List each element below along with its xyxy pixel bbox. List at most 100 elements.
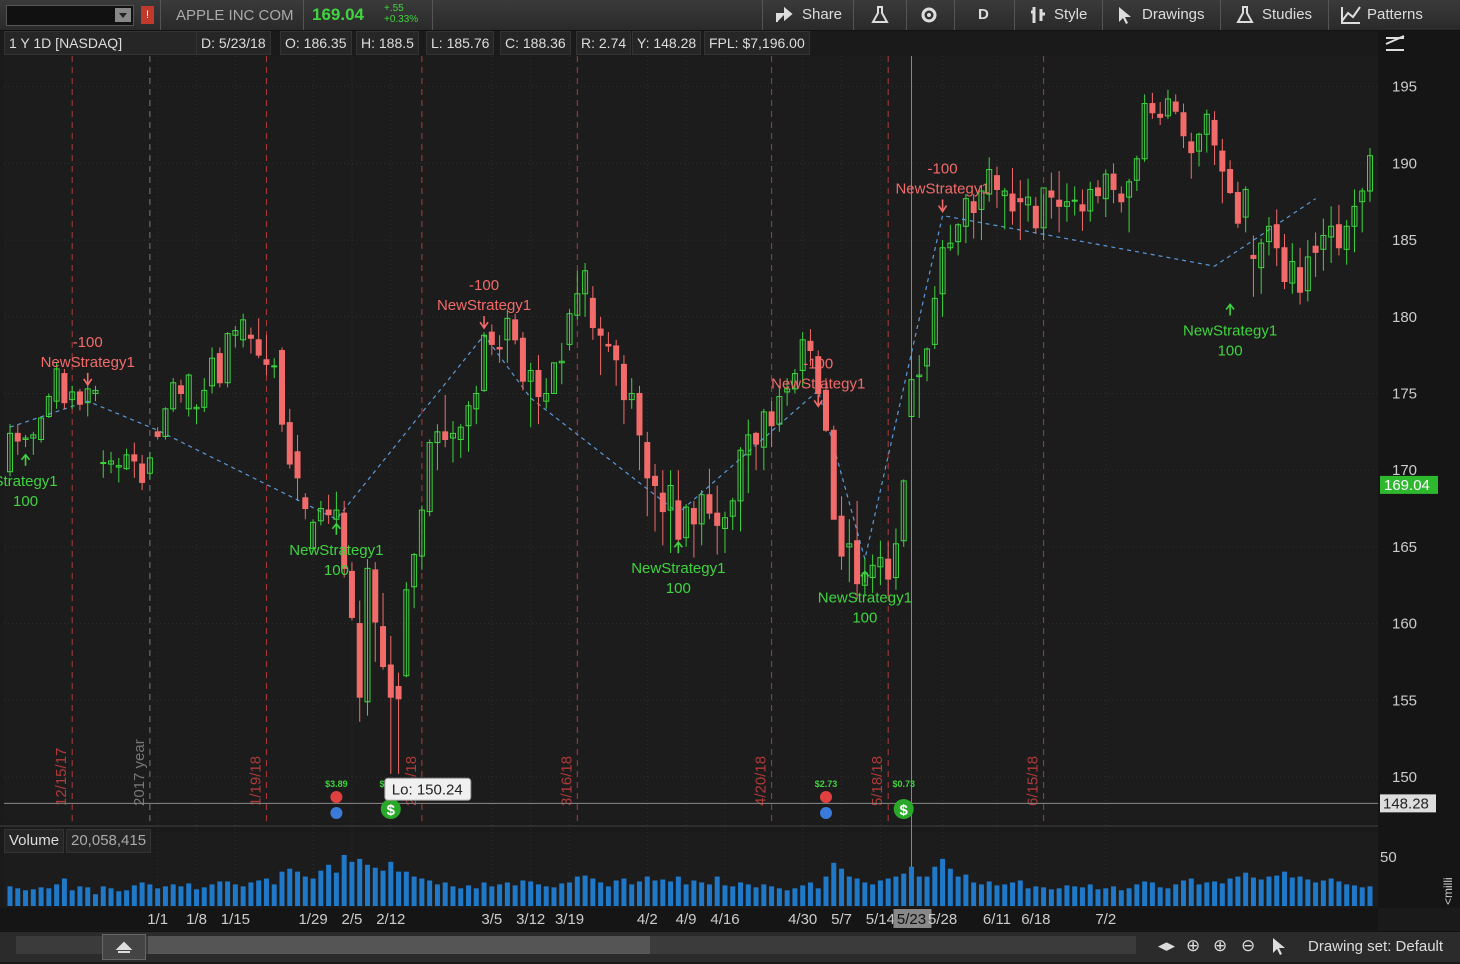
volume-bar [7,886,13,906]
volume-bar [955,876,961,906]
period-button[interactable]: D [978,6,989,23]
candle-body [348,570,355,618]
scroll-home-button[interactable] [102,934,146,960]
volume-bar [263,878,269,906]
time-tick-label: 6/11 [983,911,1011,928]
volume-bar [15,888,21,906]
studies-flask-icon[interactable] [1235,5,1255,25]
candle-body [154,431,161,437]
candle-body [535,369,542,398]
patterns-button[interactable]: Patterns [1367,6,1423,23]
cursor-icon[interactable] [1116,5,1134,25]
share-icon[interactable] [774,6,794,24]
volume-bar [574,876,580,906]
candle-body [14,432,21,442]
volume-bar [916,876,922,906]
time-tick-label: 2/5 [342,911,363,928]
volume-bar [753,887,759,906]
gear-icon[interactable] [918,4,940,26]
candle-body [1048,190,1055,198]
patterns-icon[interactable] [1340,5,1362,25]
dividend-amount-label: $3.89 [325,779,348,789]
sell-arrow-icon [479,316,489,330]
candle-body [519,337,526,382]
candle-body [721,517,728,529]
candle-body [683,506,690,539]
volume-bar [489,886,495,906]
candle-body [908,379,915,417]
price-tick-label: 185 [1392,232,1417,249]
volume-bar [559,883,565,906]
current-price-tag [1380,475,1438,494]
alert-flag-icon[interactable]: ! [141,6,154,24]
price-tick-label: 170 [1392,462,1417,479]
scrollbar-thumb[interactable] [148,936,650,954]
volume-bar [1056,888,1062,906]
volume-bar [54,884,60,906]
flask-icon[interactable] [870,5,890,25]
bottom-bar: ◂▸ ⊕ ⊕ ⊖ Drawing set: Default [0,931,1460,962]
style-button[interactable]: Style [1054,6,1088,23]
candle-body [582,270,589,295]
expand-icon[interactable]: ◂▸ [1158,936,1176,955]
volume-bar [535,884,541,906]
symbol-selector[interactable] [6,5,134,26]
volume-bar [807,882,813,906]
studies-button[interactable]: Studies [1262,6,1313,23]
candle-body [931,297,938,345]
sell-signal-label: NewStrategy1 [771,375,865,392]
candle-body [667,485,674,511]
candle-body [1149,103,1156,114]
volume-bar [776,888,782,906]
candle-body [279,350,285,425]
info-low: L: 185.76 [426,31,495,55]
drawing-set-label[interactable]: Drawing set: Default [1308,938,1444,955]
volume-bar [598,882,604,906]
style-icon[interactable] [1029,6,1049,24]
candle-body [636,392,643,436]
candle-body [84,388,91,404]
zoom-out-icon[interactable]: ⊖ [1241,936,1256,955]
crosshair-icon[interactable]: ⊕ [1186,936,1201,955]
candle-body [131,454,138,462]
candle-body [745,434,752,456]
volume-bar [1274,875,1280,906]
candle-body [504,317,511,341]
sell-signal-qty: -100 [469,277,499,294]
candle-body [426,442,433,513]
pointer-icon[interactable] [1270,936,1288,956]
candle-body [1335,224,1342,249]
candle-body [947,242,954,249]
volume-bar [450,886,456,906]
candle-body [706,494,713,514]
volume-bar [295,871,301,906]
buy-arrow-icon [860,570,870,583]
candle-body [22,437,29,441]
candle-body [1211,119,1218,146]
info-close: C: 188.36 [500,31,571,55]
share-button[interactable]: Share [802,6,843,23]
volume-bar [403,871,409,906]
time-tick-label: 5/14 [866,911,895,928]
zoom-in-icon[interactable]: ⊕ [1213,936,1228,955]
volume-bar [341,854,347,906]
volume-bar [1048,889,1054,906]
volume-bar [722,885,728,906]
volume-bar [209,884,215,906]
drawings-button[interactable]: Drawings [1142,6,1205,23]
volume-bar [1064,885,1070,906]
volume-bar [504,882,510,906]
price-tick-label: 175 [1392,385,1417,402]
candle-body [566,313,573,345]
candle-body [193,406,200,410]
timeframe-label[interactable]: 1 Y 1D [NASDAQ] [4,31,200,55]
volume-bar [613,880,619,906]
candle-body [380,626,387,668]
symbol-dropdown-icon[interactable] [115,8,131,22]
volume-bar [217,881,223,906]
candle-body [1017,198,1024,203]
volume-bar [1111,886,1117,906]
event-label: 12/15/17 [53,748,70,806]
volume-tick-label: 50 [1380,849,1397,866]
